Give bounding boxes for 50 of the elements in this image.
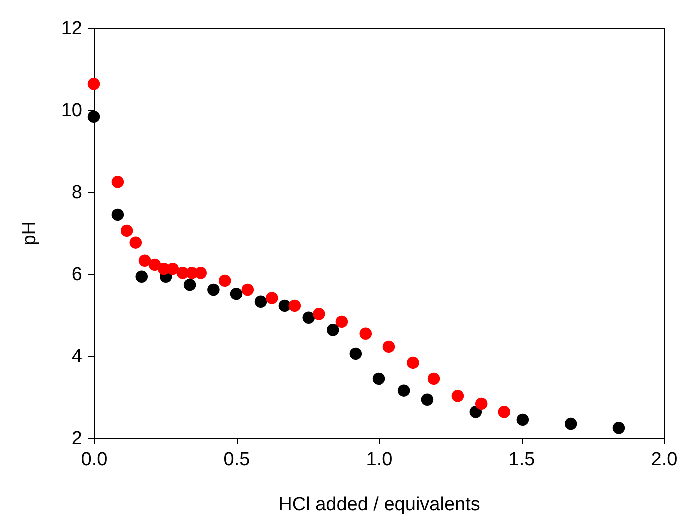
point bbox=[382, 340, 396, 354]
point bbox=[230, 288, 243, 300]
point bbox=[218, 274, 232, 288]
point bbox=[516, 414, 530, 426]
point bbox=[350, 348, 362, 360]
point bbox=[313, 308, 326, 320]
point bbox=[266, 292, 278, 304]
point bbox=[208, 284, 220, 296]
point bbox=[278, 300, 292, 312]
point bbox=[138, 254, 152, 267]
point bbox=[398, 384, 410, 397]
point bbox=[336, 316, 348, 328]
point bbox=[130, 236, 142, 249]
y-tick-label: 6 bbox=[72, 264, 82, 286]
x-tick-label: 0.5 bbox=[224, 450, 250, 470]
point bbox=[88, 78, 100, 90]
y-tick-label: 4 bbox=[72, 346, 83, 368]
y-tick-label: 2 bbox=[72, 428, 82, 450]
x-tick-label: 0.0 bbox=[81, 450, 108, 470]
y-axis-title: pH bbox=[19, 221, 40, 246]
point bbox=[254, 296, 268, 308]
y-tick-label: 12 bbox=[61, 18, 82, 40]
point bbox=[120, 224, 134, 238]
point bbox=[136, 270, 148, 283]
point bbox=[326, 324, 340, 336]
x-tick-label: 1.5 bbox=[508, 450, 536, 470]
point bbox=[112, 176, 124, 188]
x-tick-label: 2.0 bbox=[651, 450, 678, 470]
point bbox=[564, 418, 578, 430]
point bbox=[612, 422, 626, 434]
y-tick-label: 10 bbox=[61, 100, 82, 122]
point bbox=[184, 278, 196, 292]
x-tick-label: 1.0 bbox=[366, 450, 393, 470]
point bbox=[475, 398, 488, 410]
point bbox=[112, 208, 124, 222]
point bbox=[428, 372, 440, 386]
point bbox=[288, 300, 302, 312]
x-axis-title: HCl added / equivalents bbox=[278, 494, 480, 516]
point bbox=[242, 284, 254, 296]
point bbox=[88, 110, 100, 124]
point bbox=[407, 356, 420, 370]
point bbox=[372, 372, 386, 386]
point bbox=[360, 328, 372, 340]
point bbox=[302, 312, 316, 324]
point bbox=[470, 406, 482, 418]
point bbox=[421, 394, 434, 406]
y-tick-label: 8 bbox=[72, 182, 82, 204]
point bbox=[452, 390, 464, 402]
point bbox=[148, 258, 162, 272]
point bbox=[498, 406, 511, 418]
